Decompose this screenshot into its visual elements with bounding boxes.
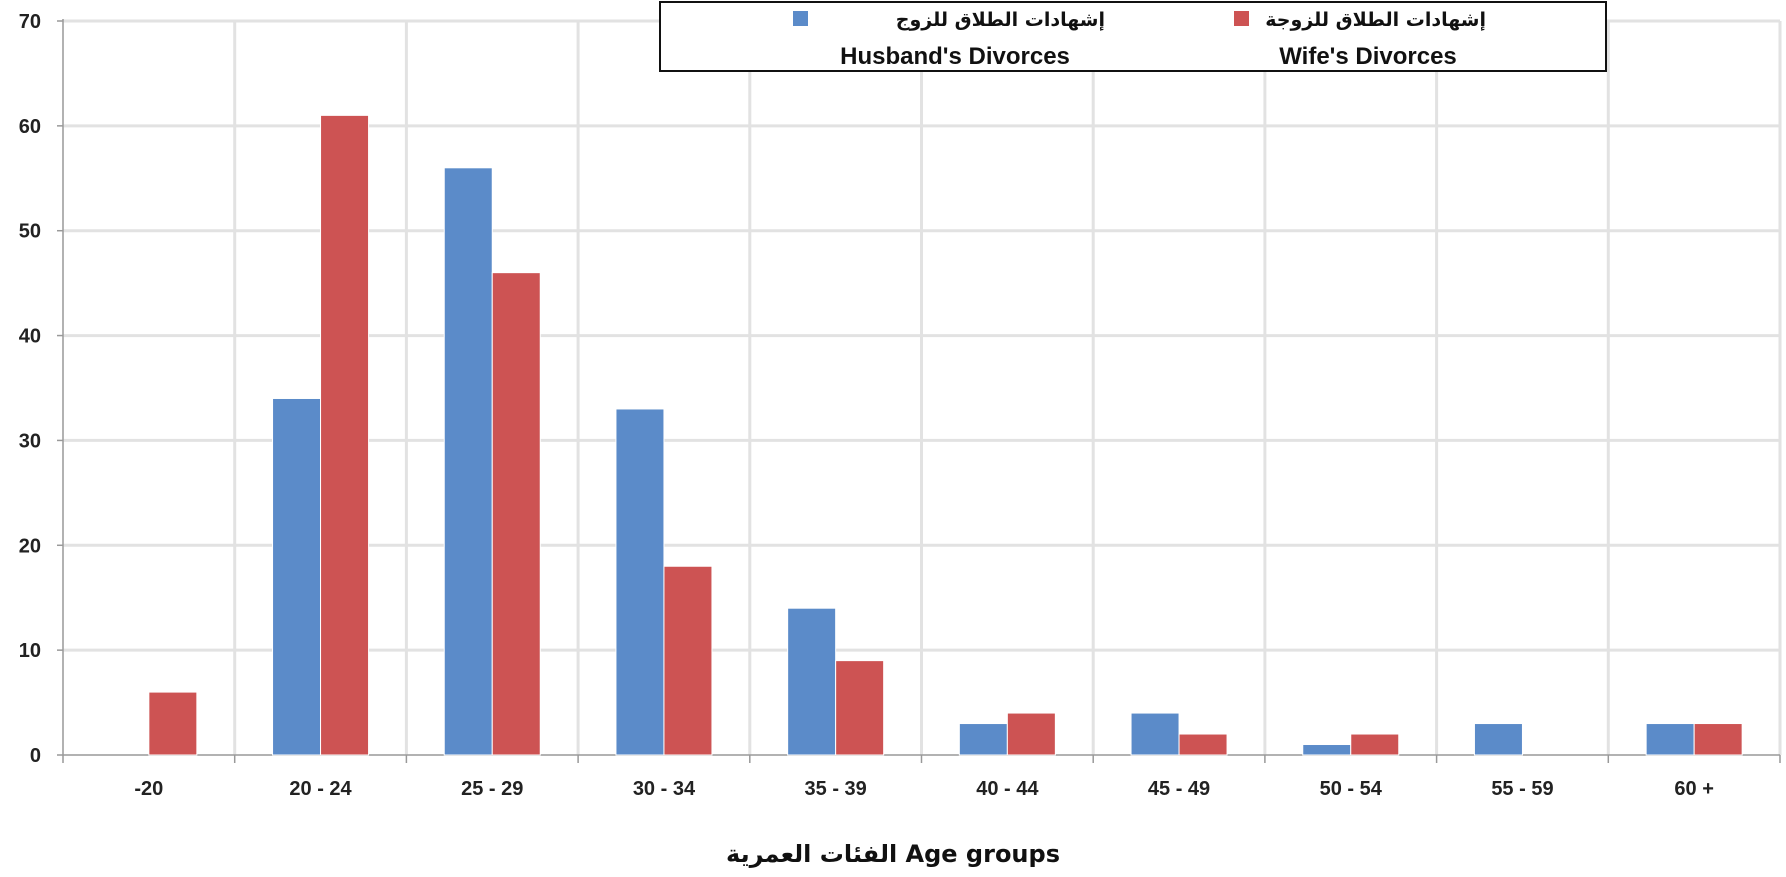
bar-husband (1645, 723, 1695, 756)
x-axis-label: الفئات العمرية Age groups (726, 840, 1060, 868)
bar-wife (835, 660, 885, 756)
y-tick-label: 30 (19, 430, 41, 452)
bar-husband (615, 408, 665, 756)
bar-wife (1006, 712, 1056, 756)
x-tick-label: 55 - 59 (1491, 778, 1553, 800)
x-tick-label: 30 - 34 (633, 778, 696, 800)
bar-wife (320, 114, 370, 756)
y-tick-label: 10 (19, 640, 41, 662)
bar-husband (1130, 712, 1180, 756)
y-tick-label: 0 (30, 745, 41, 767)
bar-wife (491, 272, 541, 756)
bar-husband (787, 607, 837, 756)
legend-swatch-wife (1234, 11, 1249, 26)
y-tick-label: 20 (19, 535, 41, 557)
x-tick-label: 25 - 29 (461, 778, 523, 800)
bar-husband (1473, 723, 1523, 756)
legend-swatch-husband (793, 11, 808, 26)
legend: إشهادات الطلاق للزوج Husband's Divorces … (659, 1, 1607, 72)
bars (148, 114, 1743, 756)
bar-husband (1302, 744, 1352, 756)
legend-label-wife-ar: إشهادات الطلاق للزوجة (1265, 9, 1486, 31)
x-tick-label: 45 - 49 (1148, 778, 1210, 800)
bar-husband (272, 397, 322, 756)
x-axis-ticks: -20 20 - 24 25 - 29 30 - 34 35 - 39 40 - 44 45… (134, 778, 1713, 800)
x-tick-label: 60 + (1674, 778, 1713, 800)
bar-wife (1178, 733, 1228, 756)
bar-wife (148, 691, 198, 756)
x-tick-label: 40 - 44 (976, 778, 1039, 800)
legend-label-husband-ar: إشهادات الطلاق للزوج (896, 9, 1105, 31)
x-tick-label: 35 - 39 (805, 778, 867, 800)
legend-label-wife-en: Wife's Divorces (1279, 43, 1457, 70)
y-axis-ticks: 0 10 20 30 40 50 60 70 (19, 11, 41, 767)
x-tick-label: -20 (134, 778, 163, 800)
x-tick-label: 20 - 24 (289, 778, 352, 800)
x-tick-label: 50 - 54 (1320, 778, 1383, 800)
legend-box (659, 1, 1607, 72)
bar-wife (1693, 723, 1743, 756)
y-tick-label: 40 (19, 326, 41, 348)
bar-wife (663, 565, 713, 756)
bar-wife (1350, 733, 1400, 756)
y-tick-label: 70 (19, 11, 41, 33)
bar-husband (443, 167, 493, 756)
y-tick-label: 50 (19, 221, 41, 243)
y-tick-label: 60 (19, 116, 41, 138)
bar-husband (958, 723, 1008, 756)
legend-label-husband-en: Husband's Divorces (840, 43, 1070, 70)
